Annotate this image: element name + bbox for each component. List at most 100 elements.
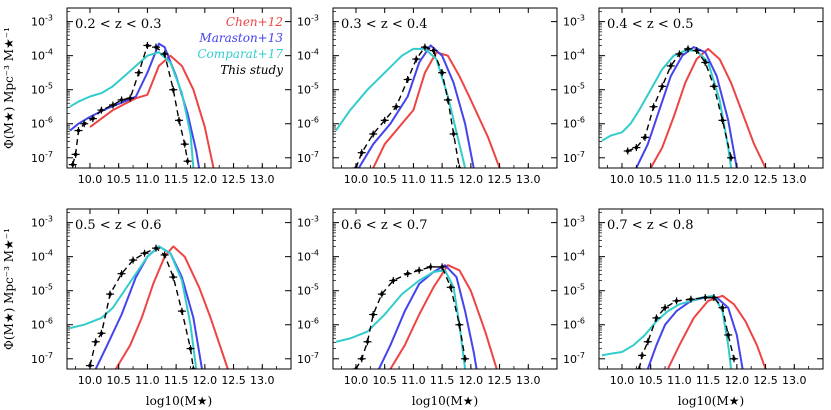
data-point — [457, 322, 462, 327]
data-point — [359, 150, 364, 155]
x-tick-label: 10.5 — [638, 173, 663, 186]
series-line-chen — [89, 54, 215, 168]
data-point — [712, 84, 716, 89]
x-tick-label: 12.0 — [725, 374, 750, 387]
y-tick-label: 10-6 — [297, 116, 319, 131]
data-point — [431, 48, 436, 53]
x-tick-label: 11.0 — [667, 173, 692, 186]
x-tick-label: 10.5 — [638, 374, 663, 387]
data-point — [643, 135, 647, 140]
x-axis-title: log10(M★) — [678, 394, 744, 408]
data-point — [640, 353, 644, 358]
x-tick-label: 11.5 — [696, 173, 721, 186]
data-point — [463, 356, 467, 361]
y-tick-label: 10-6 — [297, 317, 319, 332]
data-point — [162, 253, 167, 257]
data-point — [162, 52, 167, 56]
data-point — [171, 87, 176, 92]
data-point — [391, 278, 396, 283]
y-tick-label: 10-6 — [31, 116, 53, 131]
x-tick-label: 10.5 — [106, 173, 131, 186]
y-tick-label: 10-5 — [31, 283, 53, 298]
data-point — [703, 60, 708, 65]
data-point — [423, 45, 427, 49]
data-point — [414, 57, 419, 61]
series-group — [69, 244, 229, 369]
data-point — [119, 271, 124, 276]
y-tick-label: 10-6 — [31, 317, 53, 332]
data-point — [128, 96, 132, 101]
plot-frame — [332, 7, 558, 169]
y-tick-label: 10-4 — [297, 48, 319, 63]
data-point — [405, 77, 410, 82]
series-line-chen — [389, 264, 498, 369]
y-tick-label: 10-3 — [297, 215, 319, 230]
x-tick-label: 12.0 — [193, 173, 218, 186]
x-axis-title: log10(M★) — [146, 394, 212, 408]
series-group — [335, 263, 498, 369]
x-tick-label: 13.0 — [516, 374, 541, 387]
series-line-study — [72, 44, 189, 165]
y-tick-label: 10-3 — [31, 215, 53, 230]
y-tick-label: 10-7 — [563, 351, 585, 366]
y-tick-label: 10-7 — [31, 150, 53, 165]
data-point — [119, 98, 124, 102]
data-point — [76, 128, 81, 133]
data-point — [182, 142, 187, 146]
redshift-label: 0.4 < z < 0.5 — [607, 17, 694, 32]
data-point — [359, 356, 364, 361]
y-tick-label: 10-5 — [563, 283, 585, 298]
redshift-label: 0.3 < z < 0.4 — [341, 17, 428, 32]
x-tick-label: 12.5 — [487, 173, 512, 186]
data-point — [654, 316, 659, 320]
y-tick-label: 10-6 — [563, 116, 585, 131]
data-point — [142, 251, 147, 256]
x-tick-label: 11.5 — [430, 374, 455, 387]
y-tick-label: 10-4 — [31, 249, 53, 264]
series-line-comparat — [601, 49, 733, 168]
data-point — [82, 121, 87, 126]
data-point — [451, 132, 456, 136]
y-tick-label: 10-5 — [297, 283, 319, 298]
x-tick-label: 11.5 — [164, 173, 189, 186]
data-point — [726, 333, 731, 337]
data-point — [417, 268, 421, 273]
x-tick-label: 12.5 — [753, 374, 778, 387]
series-line-comparat — [335, 47, 467, 168]
x-tick-label: 11.0 — [135, 173, 160, 186]
legend-entry: This study — [220, 63, 283, 77]
x-tick-label: 13.0 — [250, 173, 275, 186]
data-point — [154, 45, 158, 49]
x-tick-label: 13.0 — [250, 374, 275, 387]
series-line-chen — [372, 51, 501, 168]
data-point — [171, 275, 176, 279]
y-tick-label: 10-3 — [31, 14, 53, 29]
y-tick-label: 10-4 — [31, 48, 53, 63]
y-axis-title: Φ(M★) Mpc⁻³ M★⁻¹ — [2, 228, 16, 350]
data-point — [660, 84, 664, 89]
plot-frame — [598, 208, 824, 370]
series-line-study — [355, 46, 461, 168]
legend-entry: Chen+12 — [226, 15, 283, 29]
x-tick-label: 11.5 — [430, 173, 455, 186]
x-axis-title: log10(M★) — [412, 394, 478, 408]
series-line-study — [355, 266, 466, 369]
legend-entry: Comparat+17 — [197, 47, 283, 61]
plot-frame — [332, 208, 558, 370]
series-line-chen — [666, 294, 767, 369]
data-point — [131, 258, 135, 262]
series-group — [601, 45, 767, 168]
data-point — [371, 132, 376, 136]
series-group — [68, 41, 215, 168]
data-point — [651, 104, 656, 109]
y-tick-label: 10-5 — [563, 82, 585, 97]
panel-2: 10.0 10.5 11.0 11.5 12.0 12.5 13.0 10-3 10-4 10-5… — [297, 7, 558, 186]
data-point — [446, 98, 450, 102]
data-point — [185, 159, 190, 163]
data-point — [720, 305, 725, 310]
data-point — [136, 70, 141, 75]
data-point — [677, 52, 682, 56]
y-tick-label: 10-7 — [563, 150, 585, 165]
data-point — [428, 265, 433, 269]
